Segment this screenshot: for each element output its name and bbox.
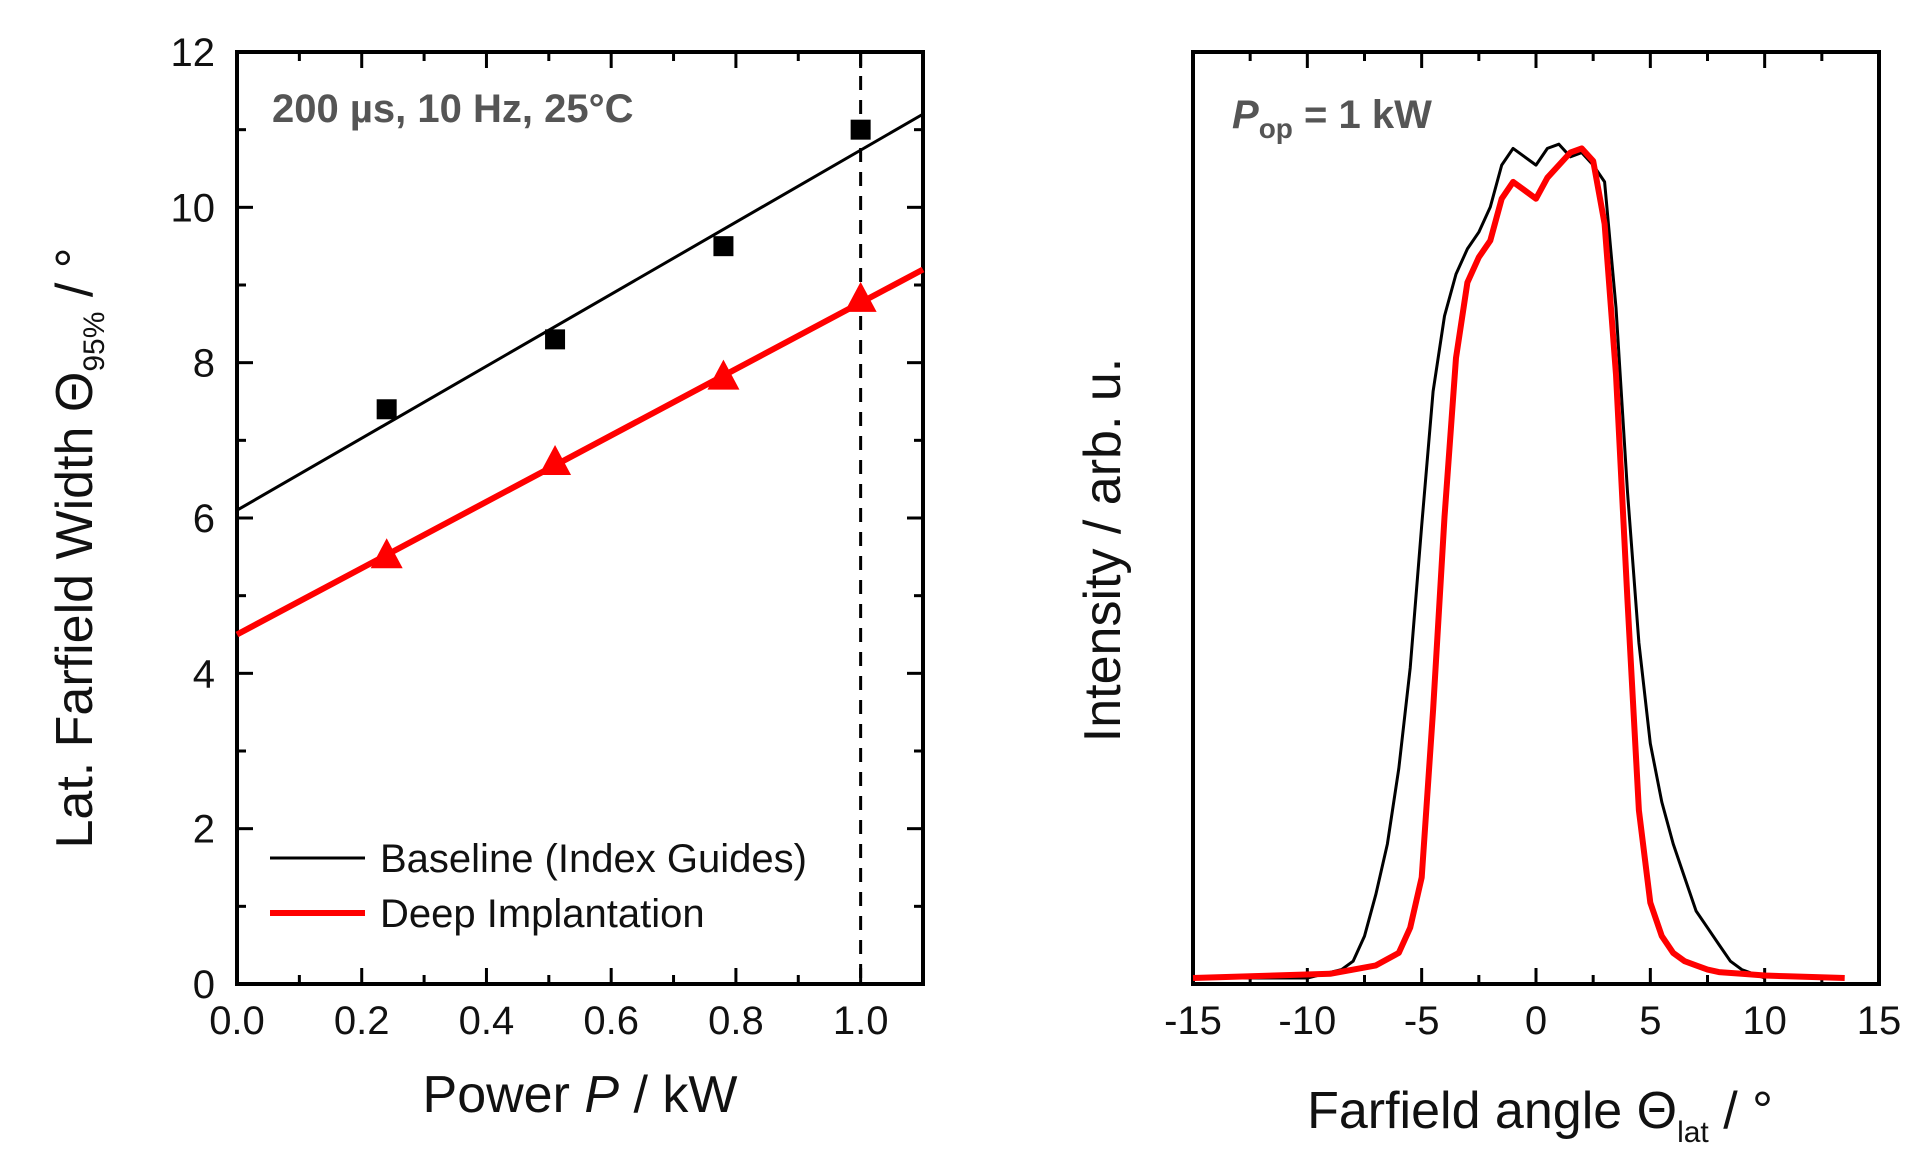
left-x-tick-label: 0.4 <box>459 999 515 1043</box>
right-axis-ticks: -15 -10 -5 0 5 10 15 <box>1164 52 1901 1043</box>
left-x-tick-label: 0.0 <box>209 999 265 1043</box>
left-marks <box>235 52 925 984</box>
left-x-tick-label: 0.6 <box>583 999 639 1043</box>
deep-implantation-marker <box>844 281 877 312</box>
left-x-tick-label: 0.8 <box>708 999 764 1043</box>
baseline-marker <box>545 329 566 350</box>
legend-label-baseline: Baseline (Index Guides) <box>380 837 807 881</box>
left-y-tick-label: 4 <box>193 652 215 696</box>
right-annotation-symbol: P <box>1232 93 1259 137</box>
legend-label-deep-implantation: Deep Implantation <box>380 892 705 936</box>
right-annotation: Pop = 1 kW <box>1232 93 1432 144</box>
left-x-label-prefix: Power <box>423 1066 585 1124</box>
right-chart: -15 -10 -5 0 5 10 15 Pop = 1 kW Intensity / ar… <box>1074 50 1901 1149</box>
right-x-axis-label: Farfield angle Θlat / ° <box>1307 1082 1773 1149</box>
left-y-label-sub: 95% <box>78 312 111 372</box>
left-x-axis-label: Power P / kW <box>423 1066 738 1124</box>
baseline-marker <box>850 119 871 140</box>
right-x-tick-label: 15 <box>1857 999 1902 1043</box>
right-plot-frame <box>1191 50 1881 986</box>
left-y-label-suffix: / ° <box>46 247 104 311</box>
baseline-marker <box>376 399 397 420</box>
left-axis-ticks: 0.0 0.2 0.4 0.6 0.8 1.0 0 2 4 6 8 10 12 <box>171 31 925 1043</box>
right-x-tick-label: -5 <box>1404 999 1440 1043</box>
left-y-axis-label: Lat. Farfield Width Θ95% / ° <box>46 247 111 848</box>
right-x-tick-label: 0 <box>1525 999 1547 1043</box>
right-annotation-suffix: = 1 kW <box>1293 93 1432 137</box>
right-x-tick-label: 5 <box>1639 999 1661 1043</box>
right-x-label-sub: lat <box>1677 1116 1709 1149</box>
left-x-tick-label: 0.2 <box>334 999 390 1043</box>
left-y-label-prefix: Lat. Farfield Width Θ <box>46 372 104 849</box>
right-x-tick-label: -15 <box>1164 999 1222 1043</box>
right-x-tick-label: -10 <box>1278 999 1336 1043</box>
baseline-marker <box>713 236 734 257</box>
deep-implantation-marker <box>707 359 740 390</box>
right-x-label-prefix: Farfield angle Θ <box>1307 1082 1677 1140</box>
black-intensity-curve <box>1193 142 1766 980</box>
fit-line-baseline <box>236 112 924 512</box>
left-y-tick-label: 6 <box>193 497 215 541</box>
left-annotation: 200 µs, 10 Hz, 25°C <box>272 87 633 131</box>
left-y-tick-label: 0 <box>193 963 215 1007</box>
deep-implantation-marker <box>539 445 572 476</box>
left-y-tick-label: 8 <box>193 342 215 386</box>
left-y-tick-label: 12 <box>171 31 216 75</box>
legend: Baseline (Index Guides) Deep Implantatio… <box>270 837 807 936</box>
right-x-label-suffix: / ° <box>1709 1082 1773 1140</box>
left-y-tick-label: 10 <box>171 186 216 230</box>
right-y-axis-label: Intensity / arb. u. <box>1074 358 1132 742</box>
left-y-tick-label: 2 <box>193 808 215 852</box>
left-chart: 0.0 0.2 0.4 0.6 0.8 1.0 0 2 4 6 8 10 12 200 µs, 10 H… <box>46 31 925 1124</box>
deep-implantation-marker <box>370 538 403 569</box>
left-x-label-symbol: P <box>584 1066 619 1124</box>
left-x-label-suffix: / kW <box>619 1066 737 1124</box>
right-annotation-sub: op <box>1259 113 1293 144</box>
left-x-tick-label: 1.0 <box>833 999 889 1043</box>
right-marks <box>1192 142 1845 981</box>
fit-line-deep-implantation <box>235 266 925 638</box>
right-x-tick-label: 10 <box>1742 999 1787 1043</box>
red-intensity-curve <box>1192 145 1845 981</box>
